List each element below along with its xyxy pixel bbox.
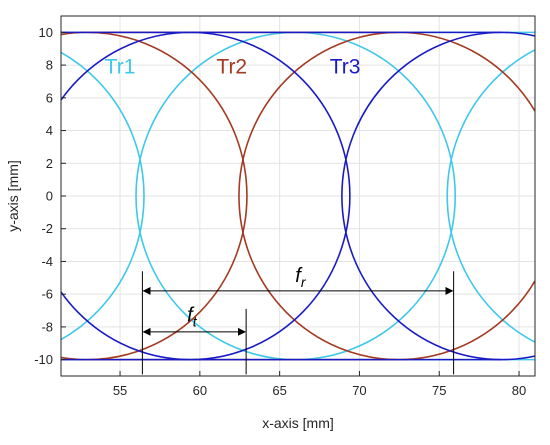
- x-tick-label: 55: [113, 383, 127, 398]
- y-tick-label: 8: [46, 58, 53, 73]
- label-subscript: r: [301, 274, 307, 290]
- y-tick-label: 10: [39, 25, 53, 40]
- series-label-tr2: Tr2: [216, 56, 247, 79]
- x-tick-label: 70: [352, 383, 366, 398]
- series-curves: Tr1 Tr2 Tr3: [61, 31, 535, 361]
- y-tick-label: 6: [46, 90, 53, 105]
- x-axis-title: x-axis [mm]: [262, 415, 334, 431]
- x-tick-label: 80: [512, 383, 526, 398]
- x-tick-label: 60: [193, 383, 207, 398]
- label-symbol: f: [295, 265, 303, 287]
- grid-lines: [61, 16, 535, 376]
- y-tick-label: 0: [46, 189, 53, 204]
- label-symbol: f: [187, 304, 195, 326]
- x-tick-label: 65: [272, 383, 286, 398]
- y-tick-label: -2: [41, 221, 53, 236]
- series-label-tr3: Tr3: [330, 56, 361, 79]
- trochoid-loop: [446, 48, 535, 344]
- label-subscript: t: [193, 313, 198, 329]
- y-tick-label: -10: [34, 352, 53, 367]
- x-tick-label: 75: [432, 383, 446, 398]
- series-tr3: Tr3: [61, 31, 535, 361]
- series-label-tr1: Tr1: [105, 56, 136, 79]
- y-tick-label: -6: [41, 287, 53, 302]
- tick-labels: 55 60 65 70 75 80 -10 -8 -6 -4 -2 0 2 4 6 8 10: [34, 25, 526, 398]
- label-ft: ft: [187, 304, 198, 329]
- y-tick-label: -4: [41, 254, 53, 269]
- trochoid-loop: [61, 51, 145, 341]
- y-tick-label: 4: [46, 123, 53, 138]
- y-axis-title: y-axis [mm]: [5, 160, 21, 232]
- y-tick-label: 2: [46, 156, 53, 171]
- y-tick-label: -8: [41, 319, 53, 334]
- label-fr: fr: [295, 265, 307, 290]
